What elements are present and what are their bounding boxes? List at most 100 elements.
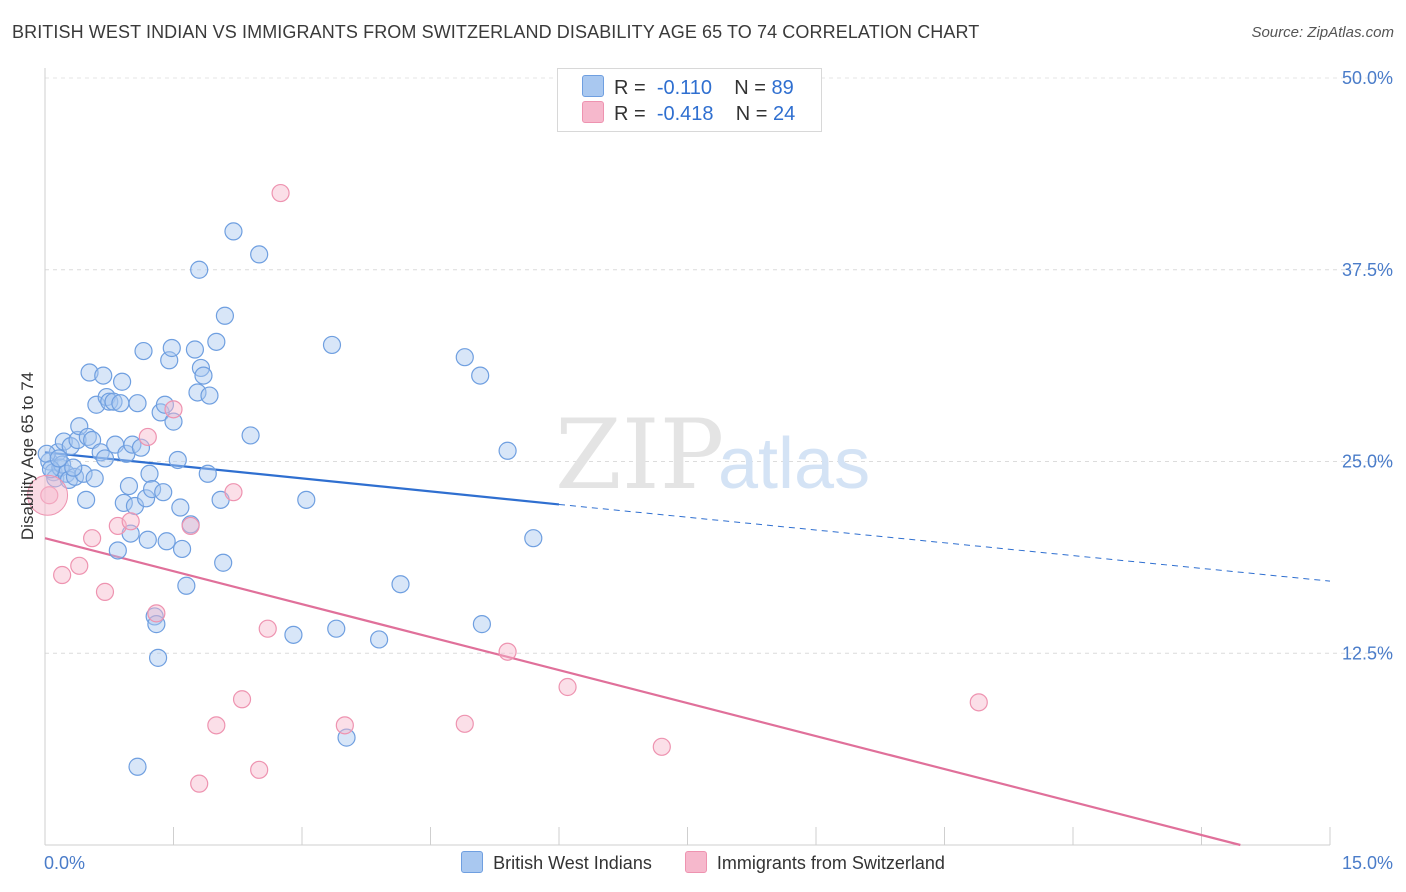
legend-swatch-blue — [461, 851, 484, 873]
data-point — [148, 648, 168, 667]
data-point — [95, 449, 115, 468]
stats-row-blue: R = -0.110 N = 89 — [582, 75, 794, 101]
stats-legend: R = -0.110 N = 89 R = -0.418 N = 24 — [557, 68, 822, 132]
data-point — [142, 480, 162, 499]
data-point — [140, 464, 159, 483]
watermark: ZIP atlas — [555, 399, 870, 511]
n-value: 89 — [771, 77, 794, 99]
data-point — [258, 619, 277, 638]
data-point — [190, 260, 209, 279]
legend-item-immigrants-switzerland[interactable]: Immigrants from Switzerland — [684, 851, 945, 874]
data-point — [157, 532, 176, 551]
data-point — [77, 490, 96, 509]
data-point — [121, 512, 140, 531]
x-tick-label: 0.0% — [44, 853, 85, 873]
data-point — [472, 615, 491, 634]
data-point — [524, 529, 543, 548]
data-point — [171, 498, 190, 517]
legend-item-british-west-indians[interactable]: British West Indians — [461, 851, 652, 874]
series-immigrants-switzerland — [40, 183, 988, 793]
data-point — [194, 366, 213, 385]
data-point — [224, 483, 243, 502]
data-point — [455, 714, 474, 733]
data-point — [49, 449, 68, 468]
data-point — [128, 394, 147, 413]
data-point — [83, 529, 102, 548]
data-point — [370, 630, 389, 649]
data-point — [327, 619, 346, 638]
data-point — [95, 582, 115, 601]
data-point — [147, 604, 166, 623]
data-point — [271, 183, 290, 203]
data-point — [154, 483, 173, 502]
axis-labels: 12.5% 25.0% 37.5% 50.0% 0.0% 15.0% Disability … — [18, 68, 1393, 873]
data-point — [53, 565, 72, 585]
data-point — [177, 576, 196, 595]
data-point — [136, 489, 156, 508]
y-tick-label: 12.5% — [1342, 643, 1393, 663]
data-point — [134, 341, 153, 361]
data-point-large — [27, 474, 69, 516]
r-value: -0.418 — [656, 103, 714, 125]
blue-swatch — [582, 75, 604, 97]
data-point — [138, 530, 157, 549]
trend-line-pink — [44, 537, 1241, 847]
data-point — [455, 348, 474, 367]
y-tick-label: 50.0% — [1342, 68, 1393, 88]
data-point — [215, 306, 234, 325]
data-point — [155, 395, 175, 414]
data-point — [119, 476, 139, 496]
data-point — [147, 615, 166, 634]
data-point — [198, 464, 217, 483]
data-points — [27, 183, 988, 793]
r-value: -0.110 — [656, 77, 713, 99]
watermark-atlas: atlas — [718, 424, 870, 504]
y-tick-label: 37.5% — [1342, 260, 1393, 280]
data-point — [181, 516, 200, 536]
data-point — [241, 426, 260, 445]
data-point — [185, 340, 205, 359]
data-point — [74, 464, 93, 483]
series-british-west-indians — [37, 222, 543, 776]
data-point — [114, 493, 133, 513]
data-point — [128, 757, 147, 776]
series-legend: British West Indians Immigrants from Swi… — [0, 851, 1406, 874]
data-point — [207, 332, 226, 351]
n-label: N = — [734, 77, 766, 99]
data-point — [969, 693, 988, 712]
data-point — [391, 575, 410, 594]
data-point — [250, 760, 269, 779]
data-point — [297, 490, 316, 509]
chart-title: BRITISH WEST INDIAN VS IMMIGRANTS FROM S… — [12, 22, 980, 42]
trend-line-blue-dashed — [558, 503, 1331, 582]
source-label: Source: ZipAtlas.com — [1251, 24, 1394, 41]
data-point — [80, 363, 99, 382]
pink-swatch — [582, 101, 604, 123]
data-point — [190, 774, 209, 793]
data-point — [164, 400, 183, 419]
data-point — [108, 541, 127, 560]
data-point — [83, 430, 102, 450]
data-point — [322, 335, 342, 355]
axes — [44, 68, 1331, 846]
y-axis-title: Disability Age 65 to 74 — [18, 372, 37, 540]
data-point — [232, 690, 252, 709]
data-point — [471, 366, 490, 385]
data-point — [64, 458, 83, 477]
data-point — [68, 430, 87, 450]
legend-swatch-pink — [684, 851, 707, 873]
grid-lines — [45, 77, 1392, 654]
data-point — [284, 625, 303, 644]
data-point — [111, 394, 130, 413]
watermark-zip: ZIP — [555, 399, 724, 511]
data-point — [498, 642, 517, 661]
n-label: N = — [735, 103, 768, 125]
data-point — [188, 383, 207, 402]
legend-label: Immigrants from Switzerland — [716, 853, 945, 873]
y-tick-label: 25.0% — [1342, 452, 1393, 472]
data-point — [172, 539, 192, 559]
data-point — [498, 441, 517, 460]
data-point — [200, 386, 219, 405]
data-point — [652, 737, 671, 756]
